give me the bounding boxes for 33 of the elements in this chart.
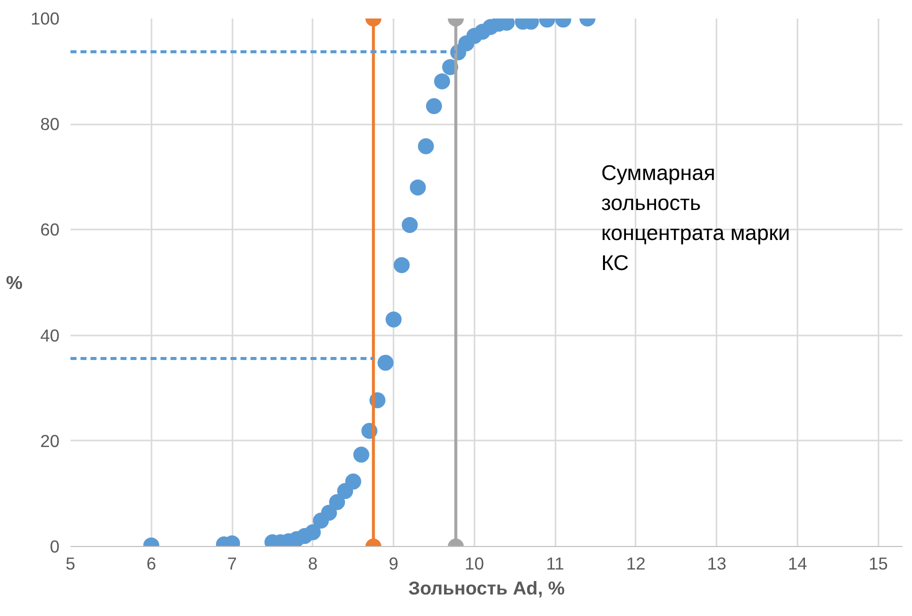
point [345,474,362,490]
x-tick-label: 13 [707,554,726,574]
point [320,504,337,521]
x-tick-label: 5 [66,554,76,574]
y-tick-label: 20 [40,430,60,451]
annotation: Суммарная зольность концентрата марки КС [601,161,790,276]
point [329,494,346,510]
point [378,354,394,371]
x-tick-label: 8 [308,554,318,574]
x-tick-label: 9 [388,554,398,574]
point [304,524,321,540]
point [353,446,370,463]
x-tick-label: 14 [788,554,808,574]
x-tick-label: 15 [868,554,888,574]
point [426,98,442,114]
x-axis-title: Зольность Ad, % [408,578,566,598]
x-tick-label: 10 [464,554,484,574]
y-tick-label: 80 [40,114,60,134]
x-tick-label: 11 [546,554,564,574]
y-tick-label: 60 [40,220,60,240]
point [434,73,450,90]
y-tick-label: 100 [30,8,60,28]
point [418,138,434,154]
y-tick-label: 40 [40,325,60,346]
point [386,311,402,328]
x-tick-label: 12 [626,554,646,574]
point [402,216,418,233]
y-axis-title: % [6,272,23,293]
point [394,257,410,274]
x-tick-label: 6 [146,554,156,574]
y-tick-label: 0 [50,536,60,556]
point [410,179,426,196]
x-tick-label: 7 [227,554,237,574]
